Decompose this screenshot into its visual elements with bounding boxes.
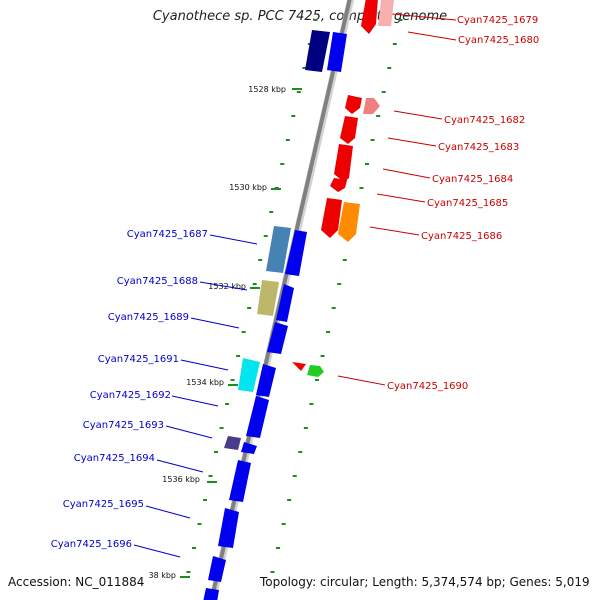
kbp-label-38: 38 kbp: [148, 571, 176, 580]
gene-blue-top[interactable]: [327, 32, 347, 72]
gene-Cyan7425_1679[interactable]: [361, 0, 394, 34]
gene-blue-1688b[interactable]: [276, 284, 294, 322]
kbp-tick-38: 38 kbp: [148, 571, 190, 580]
gene-blue-1693b[interactable]: [241, 442, 257, 454]
kbp-label-1528: 1528 kbp: [248, 85, 286, 94]
gene-blue-1687b[interactable]: [285, 230, 307, 276]
gene-blue-1691b[interactable]: [256, 364, 276, 397]
gene-Cyan7425_1691[interactable]: [238, 358, 260, 392]
gene-Cyan7425_1689[interactable]: [267, 322, 288, 354]
gene-label-1688[interactable]: Cyan7425_1688: [117, 276, 198, 287]
kbp-tick-1534: 1534 kbp: [186, 378, 238, 387]
gene-Cyan7425_1683[interactable]: [340, 116, 358, 144]
kbp-tick-1532: 1532 kbp: [208, 282, 260, 291]
kbp-tick-1536: 1536 kbp: [162, 475, 217, 484]
label-connectors: [133, 13, 457, 558]
track-dots: [186, 19, 403, 573]
gene-Cyan7425_1686[interactable]: [338, 202, 360, 242]
gene-Cyan7425_1690[interactable]: [292, 362, 324, 377]
gene-label-1694[interactable]: Cyan7425_1694: [74, 453, 155, 464]
gene-Cyan7425_1684[interactable]: [334, 144, 353, 182]
gene-Cyan7425_1693[interactable]: [224, 436, 241, 450]
gene-Cyan7425_1695[interactable]: [218, 508, 239, 548]
gene-Cyan7425_1694[interactable]: [229, 460, 251, 502]
accession-text: Accession: NC_011884: [8, 575, 145, 589]
gene-label-1696[interactable]: Cyan7425_1696: [51, 539, 132, 550]
topology-text: Topology: circular; Length: 5,374,574 bp…: [260, 575, 590, 589]
gene-Cyan7425_1688[interactable]: [257, 280, 279, 316]
gene-label-1690[interactable]: Cyan7425_1690: [387, 381, 468, 392]
gene-Cyan7425_1685[interactable]: [330, 178, 347, 192]
gene-label-1689[interactable]: Cyan7425_1689: [108, 312, 189, 323]
gene-label-1684[interactable]: Cyan7425_1684: [432, 174, 513, 185]
kbp-label-1530: 1530 kbp: [229, 183, 267, 192]
gene-Cyan7425_1682[interactable]: [345, 95, 380, 114]
gene-label-1685[interactable]: Cyan7425_1685: [427, 198, 508, 209]
gene-label-1691[interactable]: Cyan7425_1691: [98, 354, 179, 365]
gene-label-1695[interactable]: Cyan7425_1695: [63, 499, 144, 510]
gene-navy-top[interactable]: [305, 30, 330, 72]
gene-label-1692[interactable]: Cyan7425_1692: [90, 390, 171, 401]
gene-label-1687[interactable]: Cyan7425_1687: [127, 229, 208, 240]
gene-label-1683[interactable]: Cyan7425_1683: [438, 142, 519, 153]
gene-label-1682[interactable]: Cyan7425_1682: [444, 115, 525, 126]
gene-label-1680[interactable]: Cyan7425_1680: [458, 35, 539, 46]
kbp-tick-1530: 1530 kbp: [229, 183, 281, 192]
gene-Cyan7425_1696[interactable]: [208, 556, 226, 582]
gene-Cyan7425_1692[interactable]: [246, 396, 269, 438]
gene-label-1693[interactable]: Cyan7425_1693: [83, 420, 164, 431]
gene-label-1679[interactable]: Cyan7425_1679: [457, 15, 538, 26]
gene-label-1686[interactable]: Cyan7425_1686: [421, 231, 502, 242]
gene-blue-bottom[interactable]: [203, 588, 219, 600]
kbp-tick-1528: 1528 kbp: [248, 85, 302, 94]
gene-Cyan7425_1687[interactable]: [266, 226, 291, 273]
kbp-label-1536: 1536 kbp: [162, 475, 200, 484]
gene-Cyan7425_1685b[interactable]: [321, 198, 342, 238]
kbp-label-1534: 1534 kbp: [186, 378, 224, 387]
